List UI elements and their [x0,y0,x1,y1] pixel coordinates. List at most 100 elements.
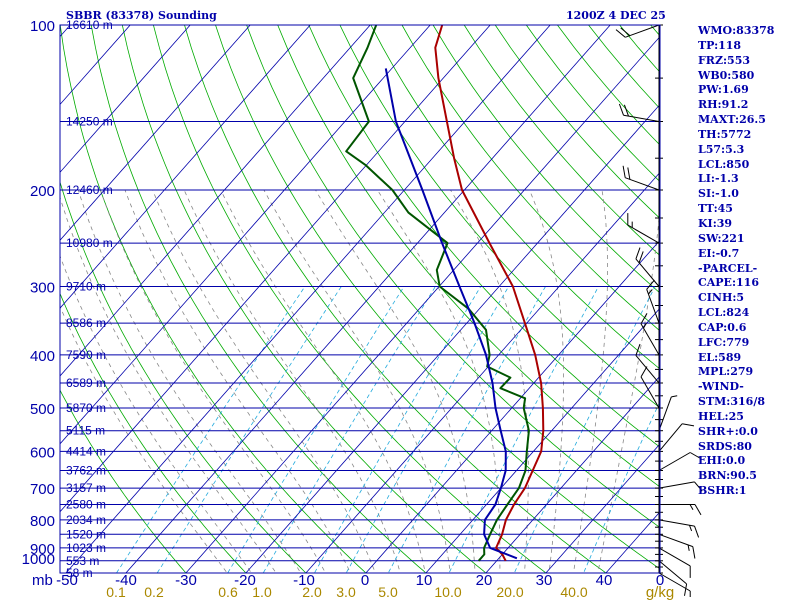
temperature-profile [434,25,545,562]
height-label: 3157 m [66,481,106,495]
wind-barb [646,279,660,324]
wind-barb-flag [627,167,631,180]
moist-adiabat [450,189,529,573]
height-label: 12460 m [66,183,113,197]
index-item: LI:-1.3 [698,172,739,186]
index-item: PW:1.69 [698,83,749,97]
mixing-ratio-line [583,400,660,573]
isobars [60,24,660,574]
wind-barb-flag [620,27,631,36]
index-item: L57:5.3 [698,142,745,156]
wind-barb [658,533,696,559]
index-item: HEL:25 [698,409,744,423]
index-item: SRDS:80 [698,439,752,453]
index-item: WMO:83378 [698,24,775,37]
wind-barb-half-flag [648,289,653,295]
temperature-label: 20 [476,572,493,589]
temperature-label: -50 [56,572,78,589]
wind-barb [658,423,695,452]
index-item: BRN:90.5 [698,469,757,483]
index-item: MAXT:26.5 [698,113,766,127]
temperature-label: 10 [416,572,433,589]
pressure-label: 500 [30,401,55,418]
index-item: TP:118 [698,38,742,52]
height-label: 4414 m [66,444,106,458]
isotherm [485,375,660,573]
isotherm [60,25,491,513]
wind-barb-flag [694,525,700,538]
index-item: EL:589 [698,350,742,364]
mixing-ratio-label: 0.6 [218,584,238,600]
index-item: CAPE:116 [698,276,759,290]
index-item: LCL:850 [698,157,750,171]
wind-barb-half-flag [689,504,694,510]
pressure-label: 100 [30,18,55,35]
isotherm [125,25,611,573]
height-label: 6589 m [66,376,106,390]
wind-barb-flag [682,423,695,427]
wind-barb-flag [692,546,696,559]
wind-barb-flag [689,452,701,459]
isotherm [60,25,311,309]
moist-adiabat [377,189,501,573]
mixing-ratio-line [227,286,405,573]
temperature-label: 0 [656,572,664,589]
moist-adiabats [60,189,660,573]
height-label: 14250 m [66,114,113,128]
wind-barb-half-flag [643,322,647,329]
index-item: LFC:779 [698,335,750,349]
wind-barb-flag [622,165,626,178]
wind-barb [658,452,701,471]
moist-adiabat [529,189,564,573]
index-item: LCL:824 [698,306,750,320]
temperature-label: 40 [596,572,613,589]
wind-barb-half-flag [689,525,693,532]
wind-barb-half-flag [687,544,690,551]
mixing-ratio-line [116,286,306,573]
isotherm [305,171,660,573]
wind-barb-shaft [625,177,660,191]
index-item: TT:45 [698,202,733,216]
isotherm [245,103,660,573]
moist-adiabat [597,203,660,573]
wind-barb-shaft [640,376,660,409]
indices-panel: WMO:83378 TP:118 FRZ:553 WB0:580 PW:1.69 RH:9… [698,24,774,499]
isotherm [65,25,551,573]
moist-adiabat [573,189,608,573]
wind-barb-shaft [658,452,691,471]
wind-barb [659,504,702,516]
wind-barb [627,213,660,244]
height-label: 7590 m [66,348,106,362]
mixing-ratio-line [387,286,546,573]
height-label: 10980 m [66,236,113,250]
pressure-label: 400 [30,348,55,365]
moist-adiabat [220,189,426,573]
index-item: MPL:279 [698,365,754,379]
isotherms [0,25,660,573]
wind-barb-flag [684,583,688,596]
index-item: TH:5772 [698,127,752,141]
wind-barb-flag [646,279,655,290]
dry-adiabat [781,0,800,585]
plot-area [60,25,660,573]
index-item: BSHR:1 [698,484,747,498]
valid-time: 1200Z 4 DEC 25 [566,9,666,22]
wind-barb-shaft [658,481,695,489]
pressure-label: 600 [30,444,55,461]
pressure-label: 300 [30,279,55,296]
height-label: 5115 m [66,424,105,438]
index-item: STM:316/8 [698,395,765,409]
wind-barb-half-flag [671,395,678,398]
station-title: SBBR (83378) Sounding [66,9,217,22]
mixing-ratio-unit-label: g/kg [646,584,674,600]
dry-adiabat [60,292,247,573]
wind-barb-shaft [658,560,687,585]
isotherm [185,35,660,573]
index-item: SHR+:0.0 [698,424,758,438]
isotherm [0,25,10,573]
profiles [345,25,545,562]
height-label: 9710 m [66,279,106,293]
index-item: -WIND- [698,380,744,394]
